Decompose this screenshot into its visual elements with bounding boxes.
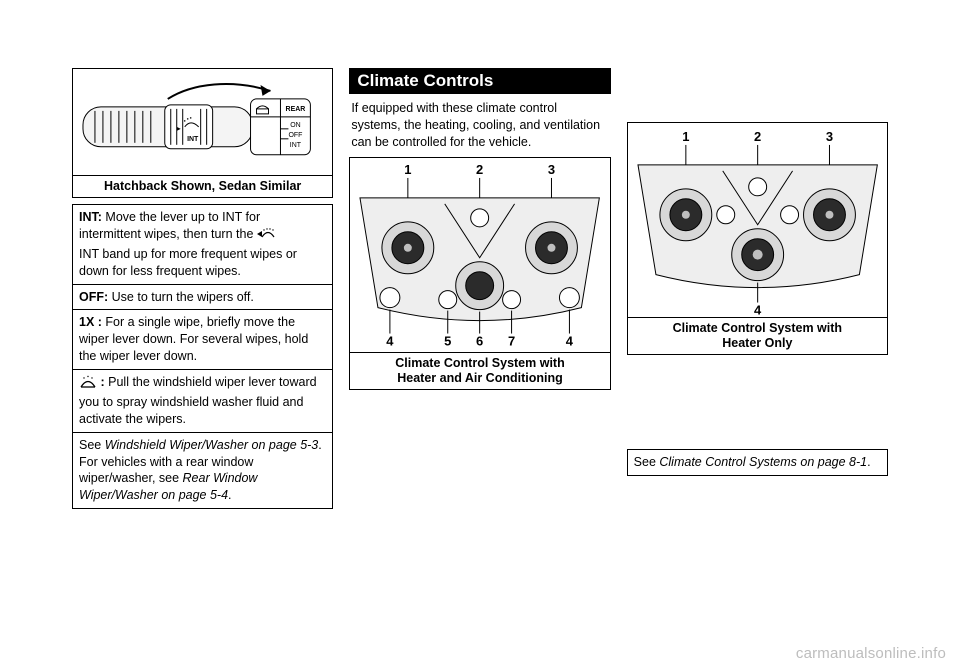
int-text-2: intermittent wipes, then turn the: [79, 227, 253, 241]
see-climate-pre: See: [634, 455, 660, 469]
column-3: 1 2 3 4: [627, 68, 888, 608]
climate-ac-illustration: 1 2 3: [350, 158, 609, 353]
see-ref-1: Windshield Wiper/Washer on page 5-3: [105, 438, 319, 452]
page: INT REAR ON OFF INT Hatchback Shown: [72, 68, 888, 608]
svg-text:ON: ON: [290, 122, 300, 129]
svg-text:REAR: REAR: [286, 106, 306, 113]
off-label: OFF:: [79, 290, 108, 304]
spacer: [627, 68, 888, 122]
climate-ac-caption-l2: Heater and Air Conditioning: [397, 371, 563, 385]
spray-label: :: [100, 375, 104, 389]
spray-description: : Pull the windshield wiper lever toward…: [72, 370, 333, 433]
washer-spray-icon: [79, 375, 97, 394]
int-description: INT: Move the lever up to INT for interm…: [72, 204, 333, 285]
climate-ac-caption-l1: Climate Control System with: [395, 356, 564, 370]
svg-text:INT: INT: [187, 136, 199, 143]
climate-intro: If equipped with these climate control s…: [349, 98, 610, 157]
svg-text:3: 3: [548, 162, 555, 177]
column-2: Climate Controls If equipped with these …: [349, 68, 610, 608]
svg-text:2: 2: [754, 129, 761, 144]
climate-ac-figure: 1 2 3: [349, 157, 610, 353]
svg-text:1: 1: [682, 129, 689, 144]
svg-text:INT: INT: [290, 142, 302, 149]
see-climate-ref: See Climate Control Systems on page 8-1.: [627, 449, 888, 476]
svg-text:6: 6: [476, 333, 483, 348]
svg-text:4: 4: [387, 333, 395, 348]
see-climate-link: Climate Control Systems on page 8-1: [659, 455, 867, 469]
climate-heater-caption-l1: Climate Control System with: [673, 321, 842, 335]
off-description: OFF: Use to turn the wipers off.: [72, 285, 333, 311]
wiper-stalk-figure: INT REAR ON OFF INT: [72, 68, 333, 176]
see-climate-post: .: [867, 455, 870, 469]
climate-heater-figure: 1 2 3 4: [627, 122, 888, 318]
off-text: Use to turn the wipers off.: [112, 290, 254, 304]
climate-heater-illustration: 1 2 3 4: [628, 123, 887, 318]
spacer-2: [627, 355, 888, 449]
svg-text:4: 4: [754, 302, 762, 317]
see-wiper-ref: See Windshield Wiper/Washer on page 5-3.…: [72, 433, 333, 510]
climate-ac-caption: Climate Control System with Heater and A…: [349, 353, 610, 390]
svg-text:4: 4: [566, 333, 574, 348]
int-text-3: INT band up for more frequent wipes or d…: [79, 247, 297, 278]
see-pre: See: [79, 438, 105, 452]
column-1: INT REAR ON OFF INT Hatchback Shown: [72, 68, 333, 608]
svg-text:1: 1: [405, 162, 412, 177]
see-post: .: [228, 488, 231, 502]
spray-text: Pull the windshield wiper lever toward y…: [79, 375, 317, 426]
watermark: carmanualsonline.info: [796, 645, 946, 662]
climate-controls-heading: Climate Controls: [349, 68, 610, 94]
svg-text:3: 3: [826, 129, 833, 144]
svg-text:7: 7: [508, 333, 515, 348]
int-text-1: Move the lever up to INT for: [105, 210, 260, 224]
onex-description: 1X : For a single wipe, briefly move the…: [72, 310, 333, 370]
svg-text:2: 2: [476, 162, 483, 177]
climate-heater-caption-l2: Heater Only: [722, 336, 792, 350]
onex-label: 1X :: [79, 315, 102, 329]
wiper-stalk-illustration: INT REAR ON OFF INT: [73, 69, 332, 176]
wiper-stalk-caption: Hatchback Shown, Sedan Similar: [72, 176, 333, 198]
svg-text:OFF: OFF: [288, 132, 302, 139]
svg-text:5: 5: [444, 333, 451, 348]
int-label: INT:: [79, 210, 102, 224]
wiper-int-icon: [257, 227, 275, 246]
climate-heater-caption: Climate Control System with Heater Only: [627, 318, 888, 355]
onex-text: For a single wipe, briefly move the wipe…: [79, 315, 308, 363]
